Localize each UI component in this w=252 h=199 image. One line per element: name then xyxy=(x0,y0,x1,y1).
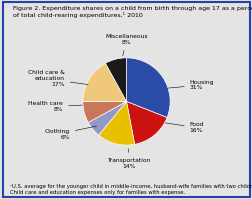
Wedge shape xyxy=(82,63,126,101)
Wedge shape xyxy=(126,101,166,144)
Text: Clothing
6%: Clothing 6% xyxy=(44,126,96,140)
Wedge shape xyxy=(105,58,126,101)
Text: Transportation
14%: Transportation 14% xyxy=(107,149,150,169)
Text: Housing
31%: Housing 31% xyxy=(167,80,213,90)
Wedge shape xyxy=(126,58,170,118)
Text: Figure 2. Expenditure shares on a child from birth through age 17 as a percentag: Figure 2. Expenditure shares on a child … xyxy=(13,6,252,19)
Wedge shape xyxy=(88,101,126,135)
Wedge shape xyxy=(98,101,134,145)
Text: Miscellaneous
8%: Miscellaneous 8% xyxy=(105,34,147,56)
Text: Child care &
education
17%: Child care & education 17% xyxy=(28,70,88,87)
Text: Food
16%: Food 16% xyxy=(164,122,204,133)
Text: Health care
8%: Health care 8% xyxy=(28,101,82,112)
Wedge shape xyxy=(82,101,126,123)
Text: ¹U.S. average for the younger child in middle-income, husband-wife families with: ¹U.S. average for the younger child in m… xyxy=(10,184,252,195)
